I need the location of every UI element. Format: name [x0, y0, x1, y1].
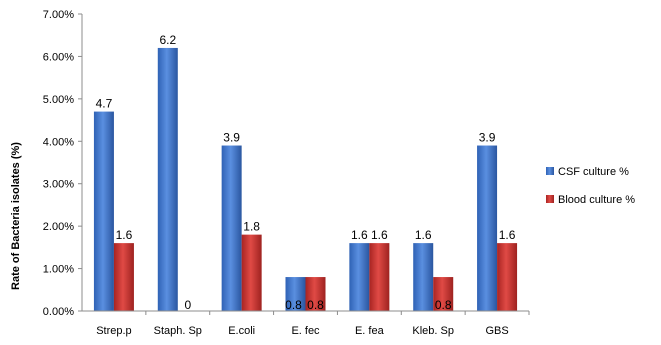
- bar-csf: [285, 277, 306, 311]
- data-label: 1.6: [415, 228, 432, 242]
- data-label: 3.9: [479, 131, 496, 145]
- data-label: 1.8: [243, 220, 260, 234]
- data-label: 0.8: [285, 298, 302, 312]
- data-label: 4.7: [96, 97, 113, 111]
- legend-label: Blood culture %: [558, 194, 635, 206]
- bar-csf: [349, 243, 370, 311]
- x-tick-label: GBS: [485, 325, 508, 337]
- data-label: 1.6: [371, 228, 388, 242]
- bar-blood: [497, 243, 518, 311]
- bar-blood: [305, 277, 326, 311]
- x-tick-label: E. fec: [291, 325, 320, 337]
- y-tick-label: 3.00%: [43, 179, 74, 191]
- x-axis-ticks: Strep.p Staph. Sp E.coli E. fec E. fea Kleb. …: [96, 311, 530, 337]
- bar-csf: [157, 47, 178, 311]
- data-label: 1.6: [116, 228, 133, 242]
- y-tick-label: 1.00%: [43, 264, 74, 276]
- y-tick-label: 2.00%: [43, 221, 74, 233]
- bar-csf: [93, 111, 114, 311]
- data-label: 0: [184, 298, 191, 312]
- y-tick-label: 0.00%: [43, 306, 74, 318]
- data-label: 6.2: [159, 33, 176, 47]
- data-label: 1.6: [499, 228, 516, 242]
- y-axis-label: Rate of Bacteria isolates (%): [10, 142, 22, 290]
- legend: CSF culture % Blood culture %: [546, 166, 635, 206]
- bar-blood: [241, 234, 262, 311]
- x-tick-label: Staph. Sp: [154, 325, 202, 337]
- x-tick-label: E.coli: [228, 325, 255, 337]
- data-label: 0.8: [307, 298, 324, 312]
- y-tick-label: 6.00%: [43, 51, 74, 63]
- legend-swatch: [546, 167, 554, 175]
- data-label: 1.6: [351, 228, 368, 242]
- bar-csf: [413, 243, 434, 311]
- y-tick-label: 5.00%: [43, 94, 74, 106]
- y-axis-ticks: 0.00% 1.00% 2.00% 3.00% 4.00% 5.00% 6.00% 7.00%: [43, 9, 82, 318]
- bar-blood: [369, 243, 390, 311]
- y-tick-label: 7.00%: [43, 9, 74, 21]
- axes: [81, 14, 529, 312]
- bar-csf: [221, 145, 242, 311]
- bar-blood: [433, 277, 454, 311]
- legend-label: CSF culture %: [558, 166, 629, 178]
- legend-swatch: [546, 195, 554, 203]
- bar-blood: [113, 243, 134, 311]
- data-labels: 4.71.66.203.91.80.8 0.81.6 1.6 1.60.83.91.6: [96, 33, 516, 312]
- x-tick-label: E. fea: [355, 325, 385, 337]
- bars: [93, 47, 518, 311]
- bar-csf: [477, 145, 498, 311]
- data-label: 3.9: [223, 131, 240, 145]
- x-tick-label: Kleb. Sp: [412, 325, 454, 337]
- data-label: 0.8: [435, 298, 452, 312]
- y-tick-label: 4.00%: [43, 136, 74, 148]
- x-tick-label: Strep.p: [96, 325, 131, 337]
